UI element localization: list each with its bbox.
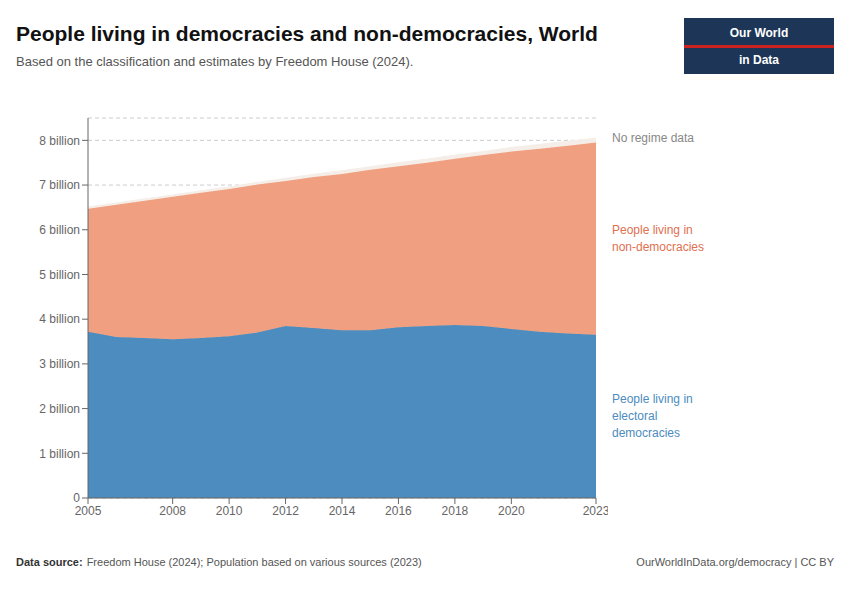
html-text:Our World: Our World (729, 25, 789, 40)
svg-text:2016: 2016 (385, 504, 412, 518)
svg-text:6 billion: 6 billion (39, 223, 80, 237)
svg-text:3 billion: 3 billion (39, 357, 80, 371)
svg-text:2008: 2008 (159, 504, 186, 518)
html-text:People living in electoral dem: People living in electoral democracies (612, 392, 693, 440)
svg-text:2 billion: 2 billion (39, 402, 80, 416)
html-text:No regime data: No regime data (612, 130, 694, 145)
svg-text:2020: 2020 (498, 504, 525, 518)
svg-text:2014: 2014 (329, 504, 356, 518)
svg-text:0: 0 (73, 491, 80, 505)
html-text:in Data: in Data (739, 52, 779, 67)
html-text:People living in non-democraci: People living in non-democracies (612, 222, 704, 254)
svg-text:2018: 2018 (442, 504, 469, 518)
svg-text:1 billion: 1 billion (39, 447, 80, 461)
svg-text:2010: 2010 (216, 504, 243, 518)
svg-text:8 billion: 8 billion (39, 134, 80, 148)
svg-text:5 billion: 5 billion (39, 268, 80, 282)
html-text:OurWorldInData.org/democracy |: OurWorldInData.org/democracy | CC BY (636, 556, 834, 568)
svg-text:2023: 2023 (583, 504, 608, 518)
svg-text:2012: 2012 (272, 504, 299, 518)
html-text:People living in democracies a: People living in democracies and non-dem… (16, 22, 598, 45)
html-text:Data source: Freedom House (20: Data source: Freedom House (2024); Popul… (16, 556, 422, 568)
svg-text:2005: 2005 (75, 504, 102, 518)
svg-text:7 billion: 7 billion (39, 178, 80, 192)
html-text:Based on the classification an: Based on the classification and estimate… (16, 54, 414, 69)
svg-text:4 billion: 4 billion (39, 312, 80, 326)
